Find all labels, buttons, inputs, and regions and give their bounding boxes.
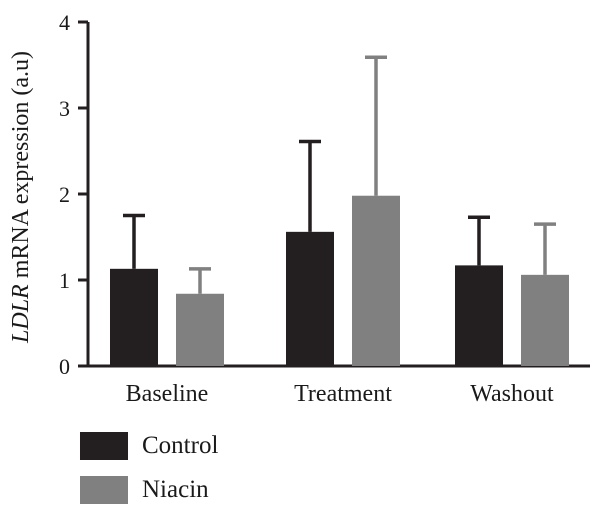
x-categories: Baseline Treatment Washout (126, 381, 554, 407)
legend-swatch-control (80, 432, 128, 460)
y-tick-label: 0 (59, 354, 70, 379)
bar-control (455, 265, 503, 366)
y-tick-label: 3 (59, 96, 70, 121)
legend-label-niacin: Niacin (142, 476, 209, 503)
error-bars (123, 55, 556, 294)
y-axis-label: LDLR mRNA expression (a.u) (8, 51, 34, 344)
legend-item-niacin: Niacin (80, 472, 218, 508)
bar-control (110, 268, 158, 366)
y-tick-label: 4 (59, 10, 70, 35)
x-category-label: Treatment (294, 381, 392, 407)
legend: Control Niacin (80, 428, 218, 516)
legend-label-control: Control (142, 432, 219, 459)
bar-niacin (176, 293, 224, 366)
legend-swatch-niacin (80, 476, 128, 504)
y-tick-label: 1 (59, 268, 70, 293)
y-ticks: 0 1 2 3 4 (59, 10, 88, 379)
y-axis-label-italic: LDLR (8, 284, 34, 344)
bar-niacin (352, 195, 400, 366)
x-category-label: Baseline (126, 381, 209, 407)
bars (110, 195, 569, 366)
y-tick-label: 2 (59, 182, 70, 207)
bar-control (286, 231, 334, 366)
axes (86, 22, 590, 368)
x-category-label: Washout (470, 381, 554, 407)
bar-niacin (521, 274, 569, 366)
y-axis-label-rest: mRNA expression (a.u) (8, 51, 34, 284)
legend-item-control: Control (80, 428, 218, 464)
